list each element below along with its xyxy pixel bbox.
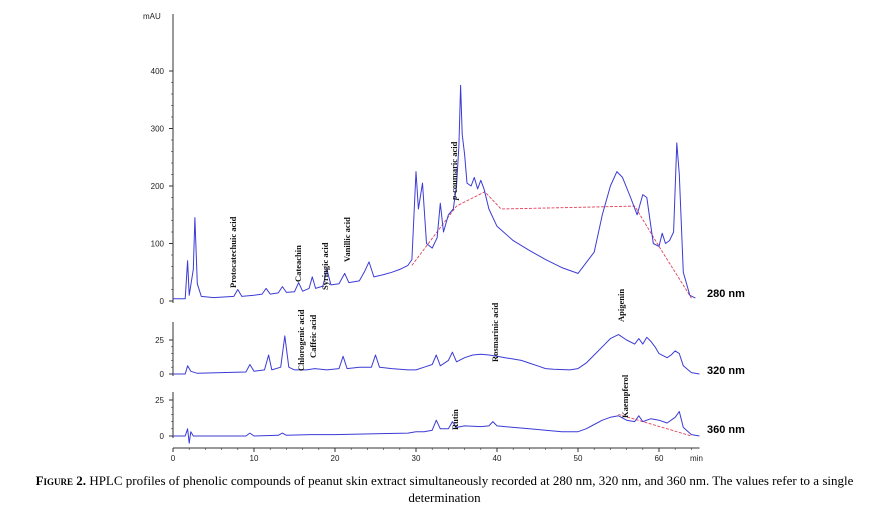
x-tick-label: 40 — [493, 454, 502, 463]
wavelength-label: 360 nm — [707, 424, 745, 436]
y-tick-label: 300 — [151, 125, 165, 134]
x-tick-label: 10 — [250, 454, 259, 463]
peak-label: Rutin — [450, 409, 460, 430]
chromatogram-trace-280nm — [173, 84, 696, 300]
x-unit-label: min — [690, 454, 703, 463]
y-tick-label: 0 — [160, 432, 165, 441]
x-tick-label: 60 — [655, 454, 664, 463]
y-tick-label: 0 — [160, 297, 165, 306]
wavelength-label: 320 nm — [707, 365, 745, 377]
x-tick-label: 20 — [331, 454, 340, 463]
baseline-line-1 — [411, 191, 692, 299]
chromatogram-trace-320nm — [173, 334, 700, 375]
figure-label: Figure 2. — [35, 473, 87, 488]
y-tick-label: 25 — [155, 336, 164, 345]
x-tick-label: 50 — [574, 454, 583, 463]
y-unit-label: mAU — [143, 12, 161, 21]
y-tick-label: 100 — [151, 240, 165, 249]
peak-label: Apigenin — [616, 289, 626, 322]
peak-label: Vanillic acid — [342, 217, 352, 262]
baseline-line-3 — [618, 413, 692, 437]
x-tick-label: 0 — [171, 454, 176, 463]
peak-label: Caffeic acid — [308, 315, 318, 358]
chromatogram-trace-360nm — [173, 411, 700, 444]
peak-label: Protocatechuic acid — [228, 216, 238, 288]
caption-text: HPLC profiles of phenolic compounds of p… — [89, 473, 854, 505]
y-tick-label: 200 — [151, 182, 165, 191]
peak-label: p-coumaric acid — [449, 141, 459, 201]
figure-caption: Figure 2. HPLC profiles of phenolic comp… — [0, 472, 889, 506]
y-tick-label: 400 — [151, 67, 165, 76]
peak-label: Kaempferol — [620, 374, 630, 418]
y-tick-label: 0 — [160, 370, 165, 379]
peak-label: Chlorogenic acid — [296, 309, 306, 371]
y-tick-label: 25 — [155, 396, 164, 405]
peak-label: Cateachin — [293, 245, 303, 282]
x-tick-label: 30 — [412, 454, 421, 463]
peak-label: Rosmarinic acid — [490, 302, 500, 362]
peak-label: Syringic acid — [320, 242, 330, 290]
wavelength-label: 280 nm — [707, 288, 745, 300]
